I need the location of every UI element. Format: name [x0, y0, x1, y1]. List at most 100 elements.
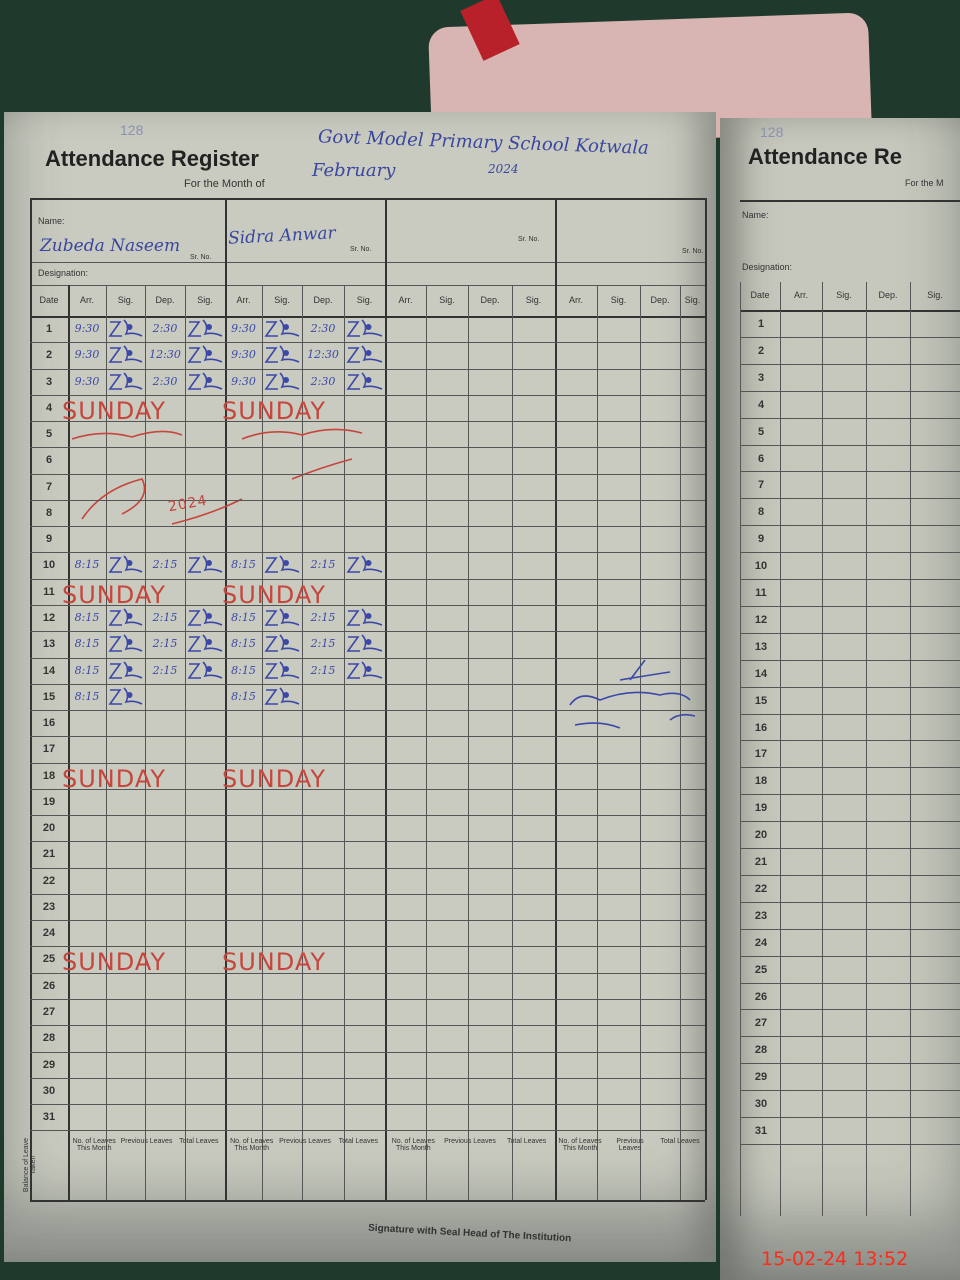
grid-line: [185, 285, 186, 1201]
footer-col-label: Total Leaves: [660, 1138, 700, 1146]
time-entry: 9:30: [231, 322, 256, 335]
date-number: 23: [42, 900, 56, 913]
time-entry: 2:30: [152, 322, 178, 335]
grid-line: [740, 444, 960, 446]
grid-line: [30, 499, 705, 501]
time-entry: 2:15: [152, 637, 178, 651]
date-number: 24: [754, 936, 768, 949]
date-number: 8: [45, 506, 53, 519]
column-header-arr: Arr.: [79, 295, 94, 305]
signature-icon: [108, 555, 143, 574]
date-number: 1: [757, 318, 765, 330]
grid-line: [145, 285, 146, 1201]
time-entry: 8:15: [231, 558, 256, 572]
signature-icon: [108, 371, 143, 390]
date-number: 17: [754, 748, 768, 761]
date-number: 20: [42, 822, 56, 835]
date-number: 2: [45, 349, 53, 362]
date-number: 4: [45, 401, 53, 414]
time-entry: 2:30: [310, 322, 336, 335]
date-header: Date: [39, 295, 59, 305]
grid-line: [30, 526, 705, 528]
signature-icon: [264, 345, 300, 364]
grid-line: [30, 198, 32, 1201]
column-header-sig: Sig.: [610, 295, 627, 305]
grid-line: [30, 447, 705, 449]
grid-line: [740, 1036, 960, 1038]
date-number: 13: [42, 638, 56, 651]
time-entry: 8:15: [231, 663, 256, 677]
register-title-right: Attendance Re: [748, 144, 903, 169]
column-header-sig: Sig.: [439, 295, 455, 305]
grid-line: [30, 762, 705, 764]
sunday-note: SUNDAY: [62, 764, 167, 793]
date-number: 5: [45, 428, 53, 441]
signature-icon: [187, 555, 223, 574]
signature-icon: [346, 660, 383, 679]
grid-line: [385, 198, 387, 1201]
date-number: 25: [754, 963, 768, 976]
signature-icon: [264, 608, 300, 626]
register-title: Attendance Register: [45, 146, 259, 171]
date-number: 26: [754, 990, 768, 1003]
grid-line: [106, 285, 107, 1201]
date-number: 16: [754, 721, 768, 734]
grid-line: [30, 421, 705, 423]
time-entry: 2:15: [152, 610, 178, 624]
date-number: 19: [754, 802, 768, 815]
signature-icon: [346, 345, 383, 364]
time-entry: 9:30: [231, 348, 256, 362]
column-header-sig2: Sig.: [197, 295, 213, 305]
sr-no-label: Sr. No.: [682, 248, 704, 255]
date-number: 13: [754, 640, 768, 653]
signature-icon: [264, 555, 300, 574]
sr-no-label: Sr. No.: [350, 246, 372, 253]
footer-col-label: No. of Leaves This Month: [558, 1138, 602, 1153]
signature-icon: [187, 660, 223, 679]
grid-line: [30, 342, 705, 344]
signature-icon: [346, 319, 383, 337]
signature-icon: [108, 660, 143, 679]
date-number: 31: [42, 1111, 56, 1124]
date-number: 10: [754, 560, 768, 573]
time-entry: 8:15: [74, 610, 100, 624]
footer-col-label: No. of Leaves This Month: [391, 1138, 435, 1153]
grid-line: [740, 282, 741, 1216]
column-header-arr: Arr.: [793, 290, 808, 300]
grid-line: [30, 657, 705, 659]
time-entry: 2:15: [310, 637, 336, 651]
grid-line: [30, 841, 705, 843]
date-number: 21: [42, 848, 56, 861]
date-number: 11: [43, 585, 55, 598]
sr-no-label: Sr. No.: [518, 236, 540, 243]
designation-label-right: Designation:: [742, 262, 793, 272]
date-number: 14: [754, 667, 768, 680]
date-number: 20: [754, 829, 768, 842]
time-entry: 2:15: [152, 663, 178, 677]
grid-line: [30, 473, 705, 475]
time-entry: 12:30: [307, 348, 339, 362]
date-number: 2: [757, 344, 765, 357]
time-entry: 2:15: [310, 663, 336, 677]
column-header-sig2: Sig.: [927, 290, 943, 300]
date-number: 21: [754, 856, 768, 868]
column-header-sig: Sig.: [836, 290, 852, 300]
grid-line: [740, 848, 960, 849]
signature-icon: [187, 371, 223, 390]
grid-line: [30, 368, 705, 370]
date-number: 26: [42, 979, 56, 992]
time-entry: 9:30: [74, 374, 100, 388]
name-label-right: Name:: [742, 210, 769, 220]
footer-col-label: No. of Leaves This Month: [72, 1138, 116, 1153]
date-number: 24: [42, 927, 56, 940]
date-number: 9: [45, 533, 53, 546]
footer-side-label: Balance of Leave Taken: [23, 1138, 37, 1193]
column-header-sig: Sig.: [274, 295, 290, 305]
column-header-dep: Dep.: [878, 290, 898, 300]
date-number: 31: [754, 1125, 768, 1137]
date-number: 30: [42, 1084, 56, 1097]
signature-icon: [108, 687, 143, 705]
grid-line: [555, 198, 557, 1201]
sunday-note: SUNDAY: [62, 580, 167, 609]
date-number: 28: [42, 1032, 56, 1045]
